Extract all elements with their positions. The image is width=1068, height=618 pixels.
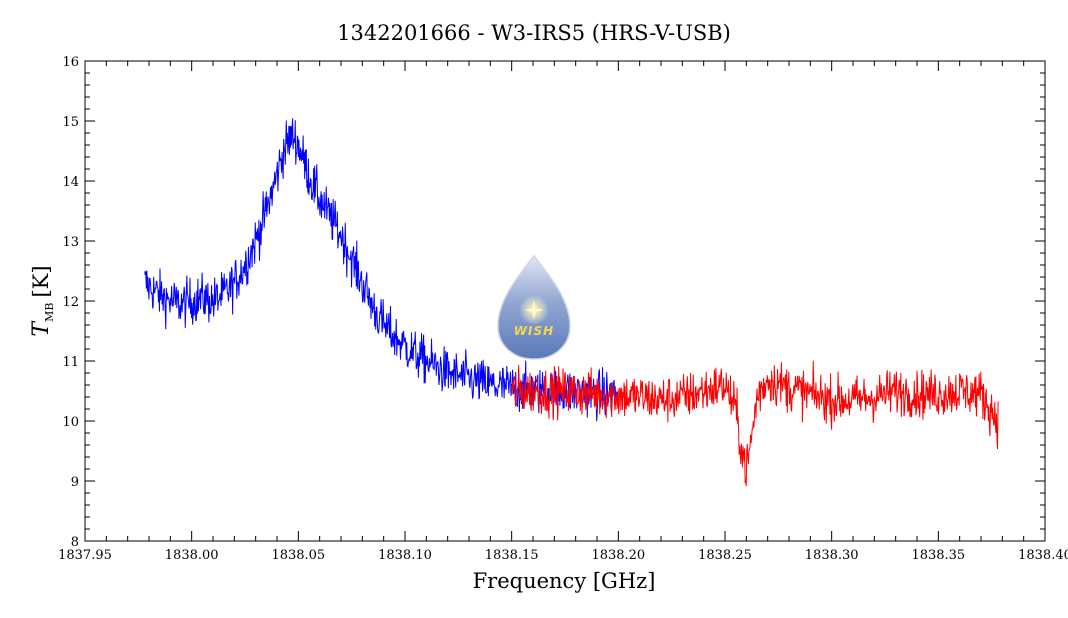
y-tick-label: 12	[62, 295, 79, 310]
y-axis-label-sub: MB	[43, 303, 56, 322]
wish-logo: WISH	[497, 254, 571, 360]
x-tick-label: 1838.40	[1018, 548, 1068, 563]
x-tick-label: 1838.00	[165, 548, 219, 563]
y-tick-label: 9	[71, 475, 79, 490]
y-tick-label: 13	[62, 235, 79, 250]
x-tick-label: 1838.15	[485, 548, 539, 563]
y-tick-label: 16	[62, 55, 79, 70]
x-tick-label: 1838.25	[698, 548, 752, 563]
spectrum-series-1	[144, 118, 619, 422]
y-tick-label: 11	[62, 355, 79, 370]
x-tick-label: 1838.30	[805, 548, 859, 563]
spectrum-series-2	[511, 360, 999, 487]
series-layer	[144, 118, 999, 487]
x-axis-label: Frequency [GHz]	[473, 569, 656, 593]
y-tick-label: 15	[62, 115, 79, 130]
y-axis-label-unit: [K]	[29, 265, 53, 297]
plot-frame	[84, 60, 1046, 542]
y-axis-label: TMB [K]	[29, 265, 56, 336]
y-tick-label: 8	[71, 535, 79, 550]
svg-text:TMB[K]: TMB [K]	[29, 265, 56, 336]
x-tick-label: 1837.95	[58, 548, 112, 563]
y-tick-label: 14	[62, 175, 79, 190]
x-tick-label: 1838.05	[271, 548, 325, 563]
x-tick-label: 1838.35	[911, 548, 965, 563]
y-tick-label: 10	[62, 415, 79, 430]
x-tick-label: 1838.10	[378, 548, 432, 563]
wish-star-icon	[524, 300, 544, 320]
y-axis-label-main: T	[29, 320, 54, 337]
wish-logo-text: WISH	[514, 324, 554, 338]
axes-layer: 1837.95 1838.00 1838.05 1838.10 1838.15 1838.…	[58, 55, 1068, 563]
x-tick-label: 1838.20	[591, 548, 645, 563]
chart-title: 1342201666 - W3-IRS5 (HRS-V-USB)	[337, 21, 731, 45]
